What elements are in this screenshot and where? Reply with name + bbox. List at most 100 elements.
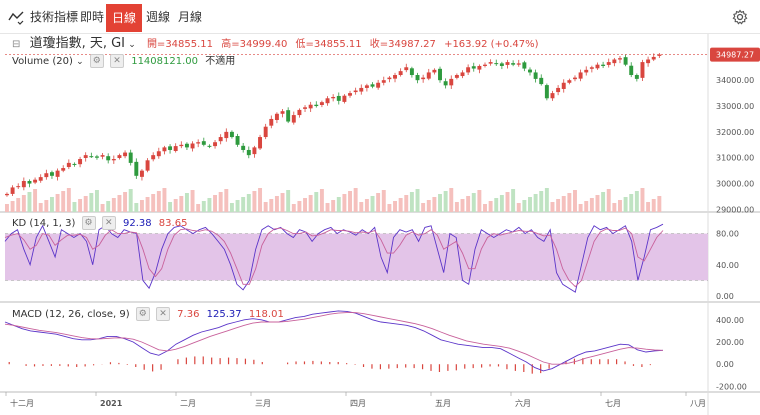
candle-body	[224, 131, 229, 139]
candle-body	[601, 64, 606, 66]
candle-body	[274, 113, 279, 120]
close-icon[interactable]: ✕	[101, 216, 116, 230]
candle-body	[488, 62, 493, 64]
candle-body	[381, 80, 386, 83]
close-icon[interactable]: ✕	[110, 54, 125, 68]
volume-bar	[241, 197, 246, 212]
volume-bar	[27, 192, 32, 212]
tab-realtime[interactable]: 即時	[80, 10, 105, 24]
volume-legend: Volume (20) ⌄ ⚙ ✕ 11408121.00 不適用	[12, 54, 235, 70]
candle-body	[139, 170, 144, 177]
volume-bar	[522, 200, 527, 212]
volume-bar	[449, 188, 454, 212]
candle-body	[319, 102, 324, 105]
stock-chart[interactable]: 35000.0034000.0033000.0032000.0031000.00…	[0, 34, 760, 415]
collapse-icon[interactable]: ⊟	[12, 39, 21, 50]
candle-body	[640, 62, 645, 78]
candle-body	[314, 104, 319, 107]
candle-body	[297, 109, 302, 116]
tab-daily[interactable]: 日線	[106, 4, 143, 32]
chevron-down-icon[interactable]: ⌄	[128, 40, 136, 50]
macd-label[interactable]: MACD (12, 26, close, 9)	[12, 309, 130, 320]
candle-body	[38, 177, 43, 181]
candle-body	[66, 162, 71, 168]
candle-body	[657, 54, 662, 56]
volume-bar	[117, 195, 122, 212]
volume-bar	[297, 201, 302, 212]
kd-band	[5, 233, 708, 281]
volume-bar	[269, 199, 274, 212]
close-icon[interactable]: ✕	[155, 307, 170, 321]
settings-icon[interactable]: ⚙	[81, 216, 96, 230]
settings-icon[interactable]: ⚙	[135, 307, 150, 321]
volume-bar	[651, 199, 656, 212]
volume-bar	[398, 198, 403, 212]
volume-bar	[623, 197, 628, 212]
x-tick-label: 七月	[605, 399, 621, 408]
chart-toolbar: 技術指標 即時 日線 週線 月線	[0, 0, 760, 34]
volume-bar	[556, 199, 561, 212]
volume-bar	[359, 202, 364, 212]
volume-bar	[336, 197, 341, 212]
candle-body	[196, 142, 201, 144]
candle-body	[252, 147, 257, 155]
volume-bar	[111, 198, 116, 212]
candle-body	[117, 155, 122, 158]
volume-bar	[314, 192, 319, 212]
candle-body	[589, 67, 594, 69]
volume-bar	[471, 193, 476, 212]
volume-bar	[381, 190, 386, 212]
candle-body	[376, 82, 381, 88]
candle-body	[483, 64, 487, 66]
candle-body	[573, 77, 577, 80]
kd-tick-label: 80.00	[716, 230, 739, 239]
volume-bar	[229, 203, 234, 212]
volume-bar	[438, 194, 442, 212]
x-tick-label: 2021	[100, 399, 123, 408]
volume-bar	[606, 189, 611, 212]
volume-bar	[567, 193, 572, 212]
candle-body	[499, 63, 504, 66]
candle-body	[584, 69, 589, 73]
candle-body	[123, 152, 128, 157]
gear-icon[interactable]	[732, 9, 748, 25]
candle-body	[213, 142, 218, 147]
candle-body	[156, 151, 161, 157]
candle-body	[454, 75, 459, 78]
symbol-label[interactable]: 道瓊指數, 天, GI	[29, 36, 126, 51]
chevron-down-icon[interactable]: ⌄	[76, 57, 84, 67]
candle-body	[21, 180, 26, 188]
macd-tick-label: 0.00	[716, 360, 734, 369]
tab-weekly[interactable]: 週線	[146, 10, 171, 24]
indicator-icon[interactable]	[8, 9, 24, 25]
settings-icon[interactable]: ⚙	[89, 54, 104, 68]
volume-bar	[66, 188, 71, 212]
candle-body	[595, 64, 600, 69]
x-tick-label: 八月	[690, 399, 706, 408]
indicator-button[interactable]: 技術指標	[30, 10, 79, 24]
candle-body	[331, 96, 336, 99]
volume-bar	[44, 200, 49, 212]
candle-body	[280, 111, 285, 114]
candle-body	[387, 77, 392, 80]
volume-bar	[5, 204, 9, 212]
chart-area[interactable]: 35000.0034000.0033000.0032000.0031000.00…	[0, 34, 760, 415]
candle-body	[27, 180, 32, 184]
candle-body	[528, 69, 532, 73]
candle-body	[466, 67, 471, 73]
candle-body	[49, 172, 54, 176]
volume-bar	[511, 189, 516, 212]
candle-body	[612, 59, 617, 64]
volume-bar	[286, 190, 291, 212]
tab-monthly[interactable]: 月線	[178, 10, 203, 24]
candle-body	[263, 126, 268, 138]
open-value: 開=34855.11	[146, 39, 214, 50]
volume-bar	[123, 192, 128, 212]
kd-label[interactable]: KD (14, 1, 3)	[12, 218, 76, 229]
volume-bar	[331, 200, 336, 212]
candle-body	[89, 156, 94, 158]
x-tick-label: 三月	[255, 399, 271, 408]
volume-bar	[128, 189, 133, 212]
macd-legend: MACD (12, 26, close, 9) ⚙ ✕ 7.36 125.37 …	[12, 307, 284, 323]
volume-label[interactable]: Volume (20)	[12, 56, 73, 67]
